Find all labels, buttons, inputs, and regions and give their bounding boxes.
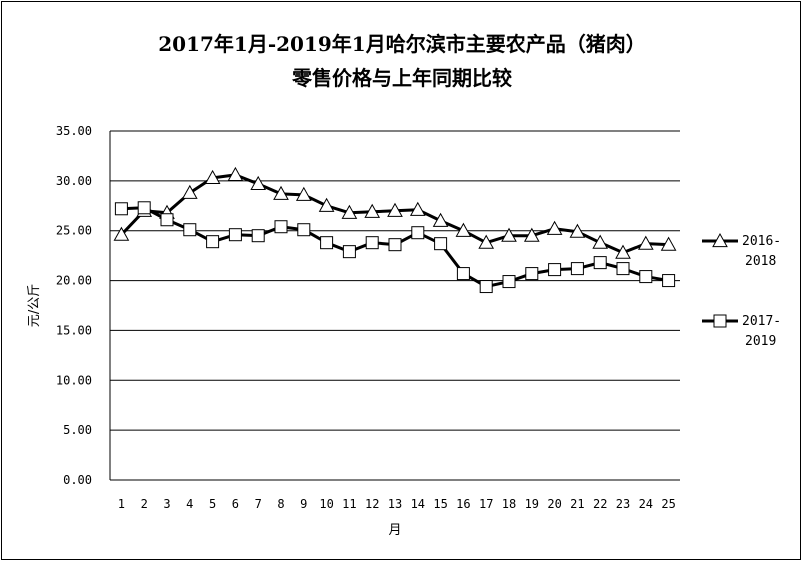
- series-1-point: [409, 201, 426, 216]
- x-tick-label: 14: [411, 497, 425, 511]
- series-1-point: [250, 175, 267, 190]
- series-2-point: [411, 226, 425, 240]
- y-tick-label: 35.00: [56, 124, 92, 138]
- chart-title-line-2: 零售价格与上年同期比较: [292, 66, 512, 90]
- series-2-point: [456, 267, 470, 281]
- legend-label-1-cont: 2018: [745, 254, 776, 269]
- x-tick-labels: 1 2 3 4 5 6 7 8 9 10 11 12 13 14 15 16 17 18 19 20 21 22 23 24 2…: [118, 497, 676, 511]
- x-tick-label: 8: [277, 497, 284, 511]
- x-tick-label: 12: [365, 497, 379, 511]
- y-axis-label: 元/公斤: [27, 284, 42, 327]
- y-tick-label: 30.00: [56, 174, 92, 188]
- x-tick-label: 9: [300, 497, 307, 511]
- x-tick-label: 4: [186, 497, 193, 511]
- x-tick-label: 22: [593, 497, 607, 511]
- series-1-point: [501, 227, 517, 242]
- series-1-point: [455, 222, 472, 237]
- series-2-point: [206, 235, 220, 249]
- series-2-point: [479, 280, 493, 294]
- x-axis-label: 月: [388, 523, 401, 538]
- x-tick-label: 3: [163, 497, 170, 511]
- series-2-point: [183, 223, 197, 237]
- y-tick-label: 5.00: [63, 423, 92, 437]
- y-tick-label: 20.00: [56, 274, 92, 288]
- series-1-point: [546, 220, 563, 235]
- series-2-point: [525, 267, 539, 281]
- series-1-point: [364, 203, 381, 218]
- series-2-point: [114, 202, 128, 216]
- series-2-point: [297, 223, 311, 237]
- legend-label-2-cont: 2019: [745, 334, 776, 349]
- series-1-point: [660, 236, 677, 251]
- x-tick-label: 2: [141, 497, 148, 511]
- legend: 2016- 2018 2017- 2019: [702, 232, 781, 349]
- series-2-point: [251, 229, 265, 243]
- series-2-point: [137, 201, 151, 215]
- series-2-point: [548, 263, 562, 277]
- x-tick-label: 16: [456, 497, 470, 511]
- series-1-point: [204, 169, 221, 184]
- x-tick-label: 24: [639, 497, 653, 511]
- series-1-point: [113, 226, 130, 241]
- grid-lines: [109, 130, 680, 481]
- y-tick-label: 25.00: [56, 224, 92, 238]
- series-2-point: [662, 274, 676, 288]
- series-2-point: [570, 262, 584, 276]
- x-tick-label: 17: [479, 497, 493, 511]
- y-tick-label: 15.00: [56, 323, 92, 337]
- series-2-point: [639, 270, 653, 284]
- x-tick-label: 19: [525, 497, 539, 511]
- series-1-point: [637, 235, 654, 250]
- series-2-point: [502, 275, 516, 289]
- series-1-point: [478, 234, 495, 249]
- x-tick-label: 25: [661, 497, 675, 511]
- x-tick-label: 7: [255, 497, 262, 511]
- series-1-point: [227, 166, 244, 181]
- x-tick-label: 11: [342, 497, 356, 511]
- x-tick-label: 18: [502, 497, 516, 511]
- chart-title-line-1: 2017年1月-2019年1月哈尔滨市主要农产品（猪肉）: [158, 32, 646, 56]
- y-tick-label: 10.00: [56, 373, 92, 387]
- series-1-point: [432, 212, 449, 227]
- legend-label-2: 2017-: [742, 314, 781, 329]
- y-tick-label: 0.00: [63, 473, 92, 487]
- series-1-point: [181, 184, 198, 199]
- x-tick-label: 23: [616, 497, 630, 511]
- series-1-point: [592, 234, 609, 249]
- series-markers: [113, 166, 677, 294]
- series-2-point: [388, 238, 402, 252]
- series-1-point: [341, 204, 358, 219]
- series-2-point: [616, 262, 630, 276]
- series-1-point: [615, 244, 631, 259]
- legend-label-1: 2016-: [742, 234, 781, 249]
- x-tick-label: 5: [209, 497, 216, 511]
- legend-marker-2: [713, 314, 727, 328]
- series-2-point: [365, 236, 379, 250]
- series-1-point: [569, 223, 586, 238]
- series-2-point: [160, 213, 174, 227]
- x-tick-label: 6: [232, 497, 239, 511]
- series-1-point: [295, 186, 312, 201]
- x-tick-label: 1: [118, 497, 125, 511]
- series-2-point: [320, 236, 334, 250]
- series-2-point: [228, 228, 242, 242]
- series-2-point: [593, 256, 607, 270]
- series-2-point: [342, 245, 356, 259]
- series-1-point: [387, 202, 403, 217]
- x-tick-label: 15: [433, 497, 447, 511]
- y-tick-labels: 0.00 5.00 10.00 15.00 20.00 25.00 30.00 35.00: [56, 124, 92, 487]
- series-1-point: [523, 227, 540, 242]
- x-tick-label: 13: [388, 497, 402, 511]
- series-2-point: [274, 220, 288, 234]
- x-tick-label: 21: [570, 497, 584, 511]
- series-1-point: [273, 185, 289, 200]
- x-tick-label: 20: [547, 497, 561, 511]
- series-1-point: [318, 197, 335, 212]
- legend-marker-1: [712, 232, 728, 248]
- x-tick-label: 10: [319, 497, 333, 511]
- series-2-point: [434, 237, 448, 251]
